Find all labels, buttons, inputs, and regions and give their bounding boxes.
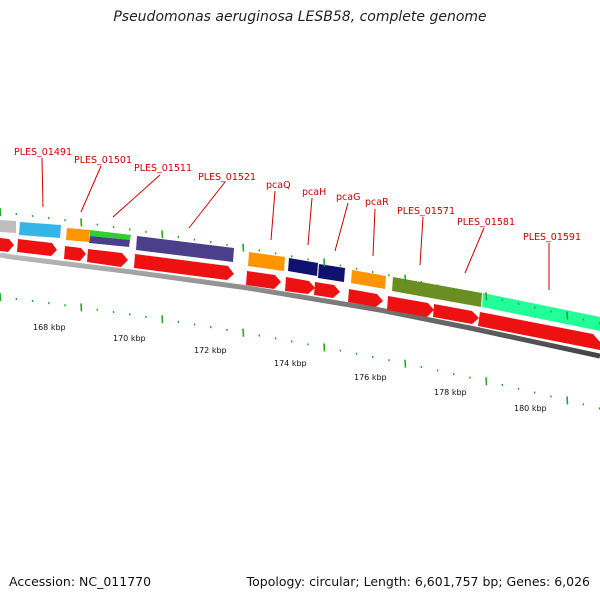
- scale-label: 168 kbp: [33, 323, 66, 332]
- gene-block-PLES_01511-top: [90, 230, 131, 240]
- cds-arrow: [246, 271, 281, 289]
- cds-arrow: [17, 239, 57, 256]
- genome-backbone: [0, 252, 600, 359]
- cds-arrow: [0, 238, 14, 252]
- gene-block-PLES_01501: [66, 228, 90, 242]
- genome-title: Pseudomonas aeruginosa LESB58, complete …: [113, 9, 487, 25]
- cds-arrow: [134, 254, 234, 280]
- leader-line: [464, 227, 485, 274]
- accession-text: Accession: NC_011770: [9, 574, 152, 589]
- gene-label: PLES_01591: [523, 232, 581, 243]
- leader-line: [372, 208, 376, 257]
- major-tick: [80, 303, 83, 312]
- gene-label: PLES_01491: [14, 147, 72, 158]
- gene-block-pcaH: [288, 258, 318, 276]
- genome-summary-text: Topology: circular; Length: 6,601,757 bp…: [246, 574, 590, 589]
- major-tick: [485, 377, 488, 386]
- gene-block-PLES_01521: [136, 236, 234, 262]
- upper-tick-row: [0, 207, 600, 325]
- leader-lines: [41, 157, 550, 290]
- cds-arrow: [478, 312, 600, 350]
- leader-line: [112, 174, 161, 218]
- scale-label: 172 kbp: [194, 346, 227, 355]
- scale-labels: 168 kbp 170 kbp 172 kbp 174 kbp 176 kbp …: [33, 323, 547, 413]
- major-tick: [323, 258, 326, 267]
- leader-line: [270, 190, 276, 241]
- cds-arrow: [433, 304, 479, 324]
- major-tick: [404, 359, 407, 368]
- leader-line: [419, 216, 424, 266]
- gene-label: PLES_01521: [198, 172, 256, 183]
- leader-line: [188, 181, 226, 229]
- major-tick: [485, 292, 488, 301]
- gene-label: PLES_01511: [134, 163, 192, 174]
- major-tick: [404, 274, 407, 283]
- gene-block-PLES_01571: [392, 277, 482, 307]
- leader-line: [80, 165, 102, 213]
- scale-label: 170 kbp: [113, 334, 146, 343]
- cds-arrow: [387, 296, 434, 317]
- gene-label: pcaQ: [266, 180, 291, 191]
- feature-track: [0, 220, 600, 331]
- scale-label: 180 kbp: [514, 404, 547, 413]
- leader-line: [41, 157, 44, 208]
- leader-line: [307, 197, 313, 246]
- scale-label: 174 kbp: [274, 359, 307, 368]
- gene-label: pcaH: [302, 187, 326, 198]
- major-tick: [566, 396, 569, 405]
- gene-label: PLES_01581: [457, 217, 515, 228]
- gene-block-pcaR: [351, 270, 386, 289]
- gene-block-PLES_01581: [482, 293, 600, 331]
- gene-label: pcaR: [365, 197, 389, 208]
- gene-block-pcaQ: [248, 252, 285, 271]
- gene-block-PLES_01511: [89, 236, 130, 247]
- major-tick: [80, 218, 83, 227]
- gene-labels: PLES_01491 PLES_01501 PLES_01511 PLES_01…: [14, 147, 581, 243]
- cds-arrow: [87, 249, 128, 267]
- leader-line: [334, 202, 349, 252]
- major-tick: [161, 315, 164, 324]
- major-tick: [161, 230, 164, 239]
- gene-label: pcaG: [336, 192, 360, 203]
- gene-label: PLES_01501: [74, 155, 132, 166]
- gene-block-gray: [0, 220, 16, 233]
- cds-arrow: [348, 289, 383, 307]
- major-tick: [0, 207, 2, 217]
- gene-label: PLES_01571: [397, 206, 455, 217]
- major-tick: [0, 292, 2, 302]
- major-tick: [242, 243, 245, 252]
- scale-label: 178 kbp: [434, 388, 467, 397]
- cds-arrow: [285, 277, 315, 294]
- major-tick: [566, 311, 569, 320]
- cds-arrow: [314, 282, 340, 298]
- major-tick: [323, 343, 326, 352]
- scale-tick-row: [0, 292, 600, 410]
- gene-block-pcaG: [318, 264, 345, 282]
- scale-label: 176 kbp: [354, 373, 387, 382]
- gene-block-PLES_01491: [19, 222, 61, 238]
- cds-arrow: [64, 246, 86, 261]
- major-tick: [242, 328, 245, 337]
- cds-track: [0, 238, 600, 350]
